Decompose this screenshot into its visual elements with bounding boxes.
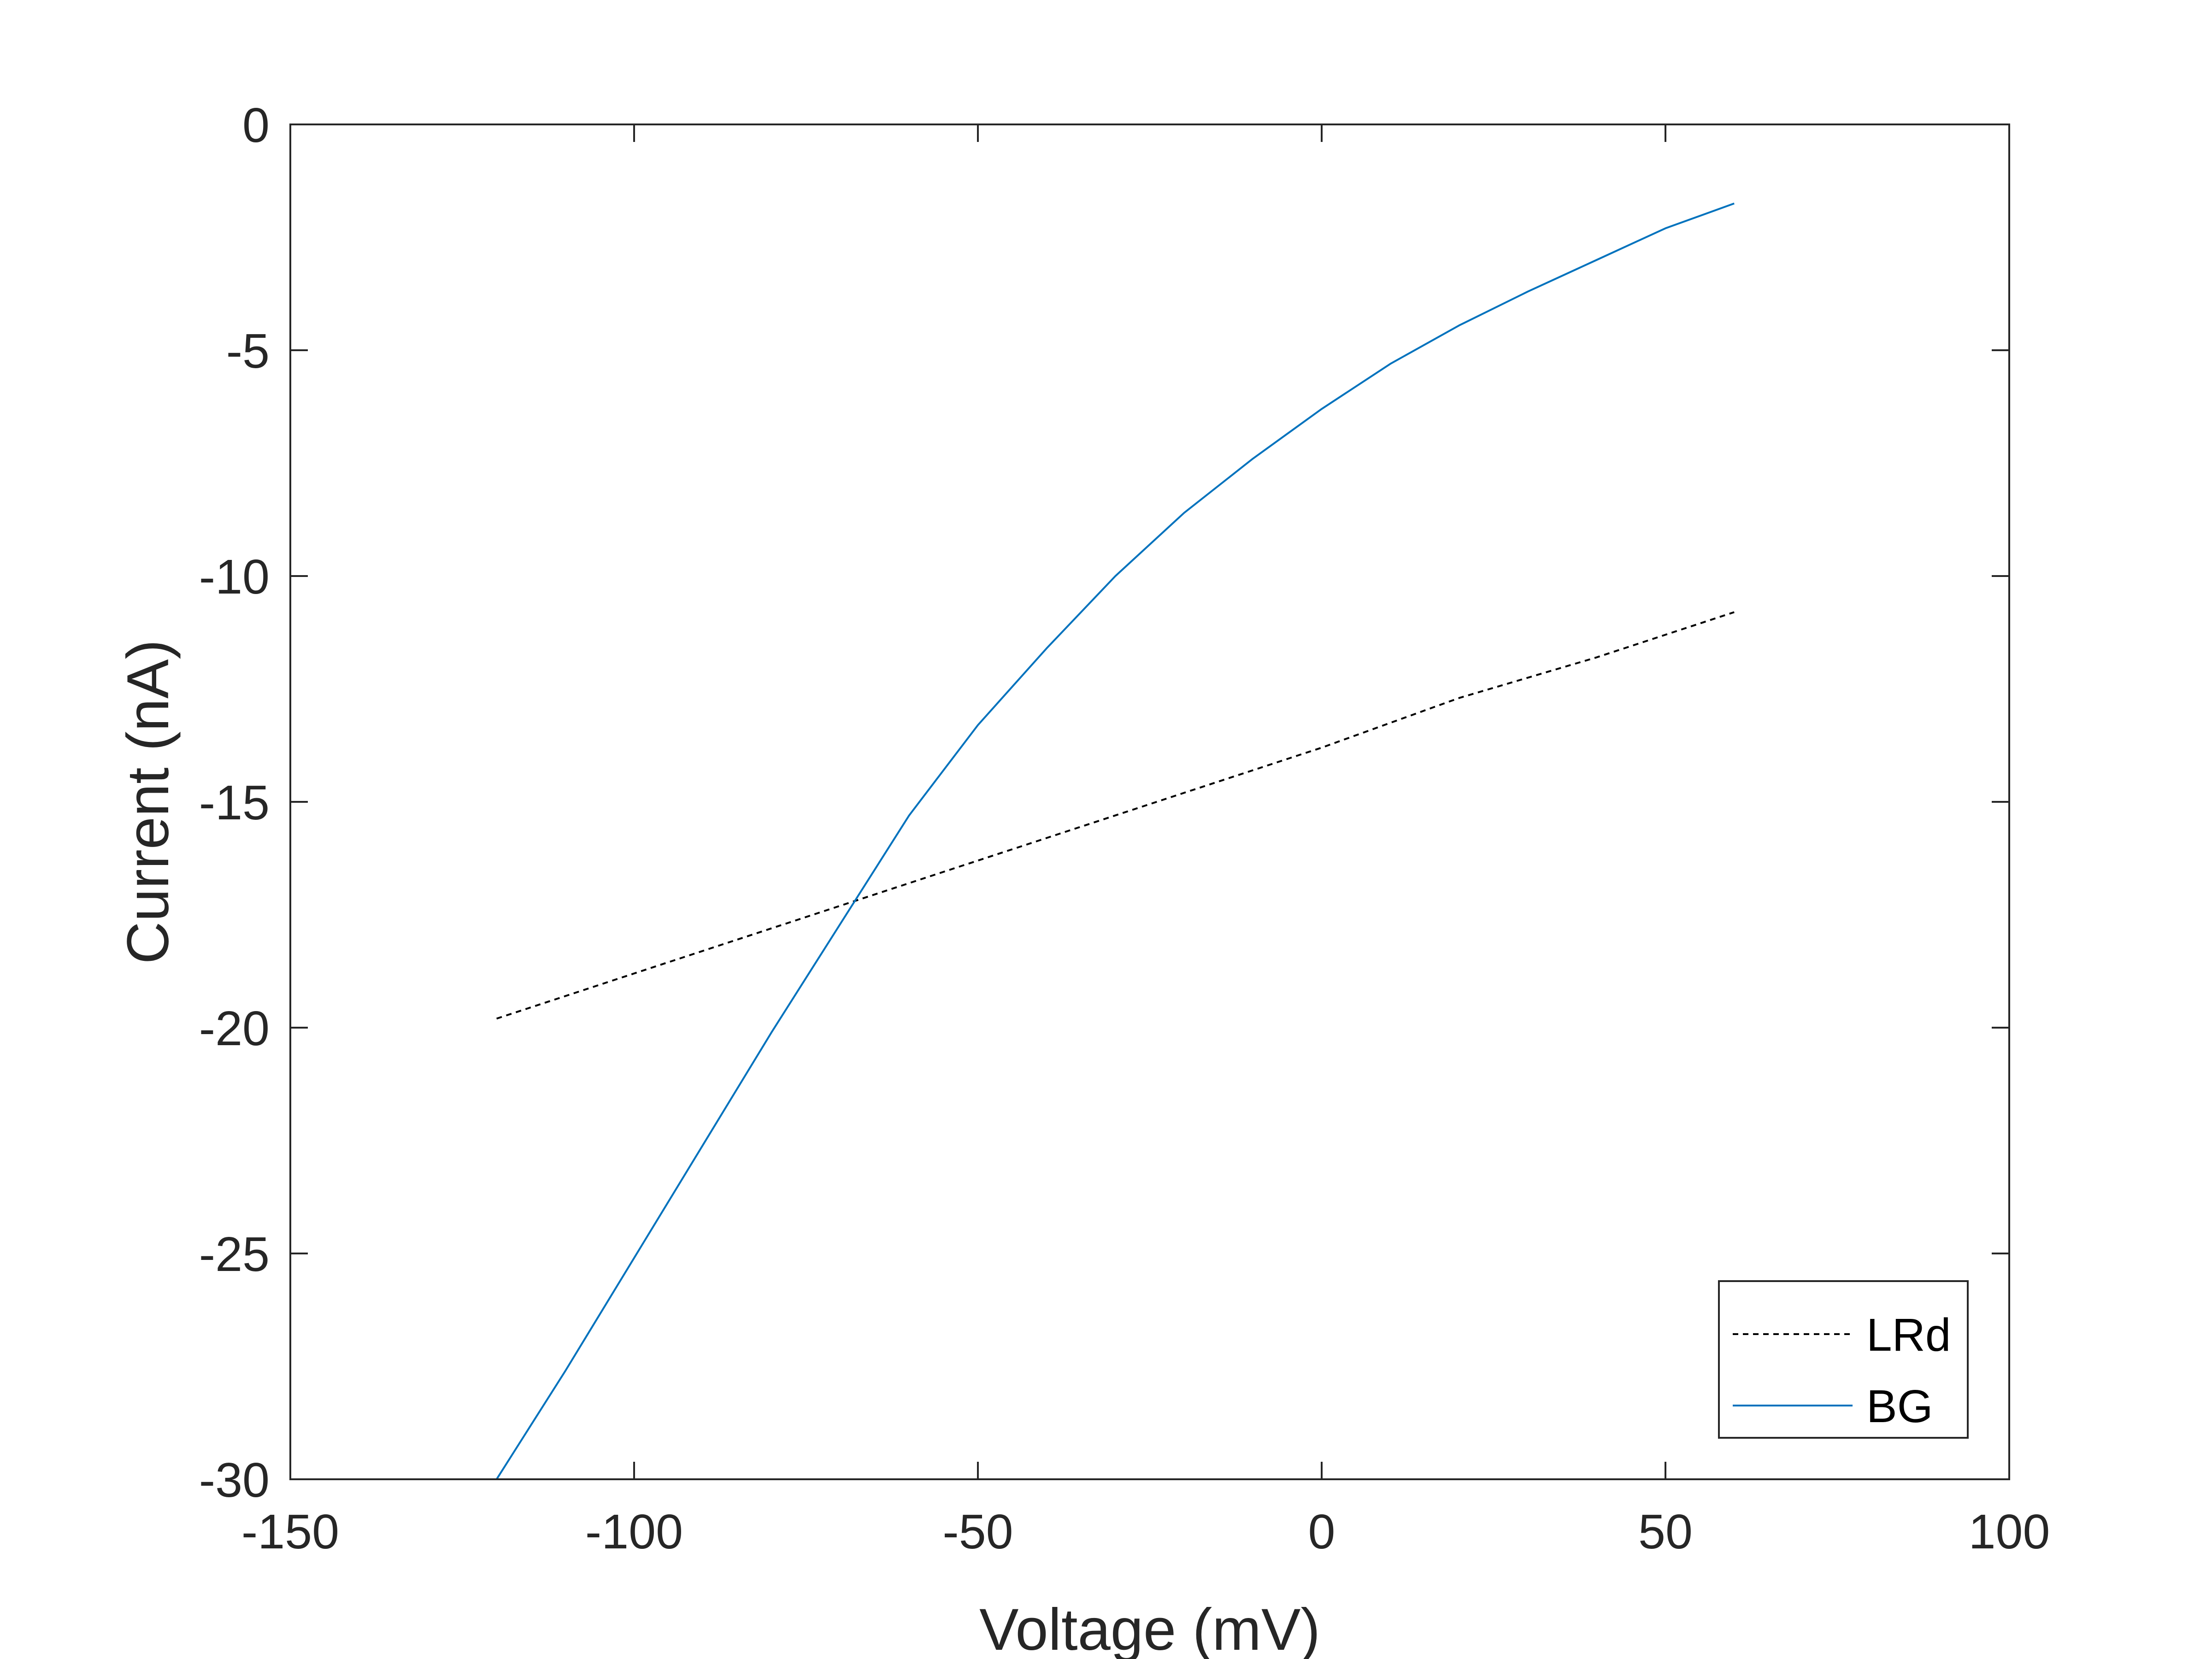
y-tick-label: -25 bbox=[199, 1227, 270, 1282]
x-tick-label: 0 bbox=[1308, 1505, 1335, 1559]
y-tick-label: -20 bbox=[199, 1001, 270, 1056]
y-tick-labels: 0 -5 -10 -15 -20 -25 -30 bbox=[199, 98, 270, 1507]
y-tick-label: -30 bbox=[199, 1453, 270, 1507]
plot-background bbox=[290, 124, 2009, 1479]
x-tick-labels: -150 -100 -50 0 50 100 bbox=[241, 1505, 2050, 1559]
legend-label-lrd: LRd bbox=[1866, 1309, 1951, 1361]
x-tick-label: -100 bbox=[585, 1505, 683, 1559]
y-tick-label: -15 bbox=[199, 776, 270, 830]
y-axis-title: Current (nA) bbox=[115, 640, 181, 964]
x-tick-label: 100 bbox=[1969, 1505, 2050, 1559]
x-tick-label: -50 bbox=[942, 1505, 1013, 1559]
x-tick-label: -150 bbox=[241, 1505, 339, 1559]
y-tick-label: -10 bbox=[199, 550, 270, 604]
x-axis-title: Voltage (mV) bbox=[979, 1597, 1320, 1659]
series-line-lrd bbox=[496, 611, 1735, 1020]
series-line-bg bbox=[495, 202, 1735, 1480]
y-tick-label: 0 bbox=[242, 98, 270, 153]
legend: LRd BG bbox=[1718, 1280, 1969, 1439]
legend-label-bg: BG bbox=[1866, 1381, 1933, 1432]
x-tick-label: 50 bbox=[1638, 1505, 1693, 1559]
series-layer bbox=[495, 202, 1735, 1480]
y-tick-label: -5 bbox=[226, 324, 270, 378]
plot-frame bbox=[289, 124, 2010, 1480]
legend-box bbox=[1718, 1280, 1969, 1439]
